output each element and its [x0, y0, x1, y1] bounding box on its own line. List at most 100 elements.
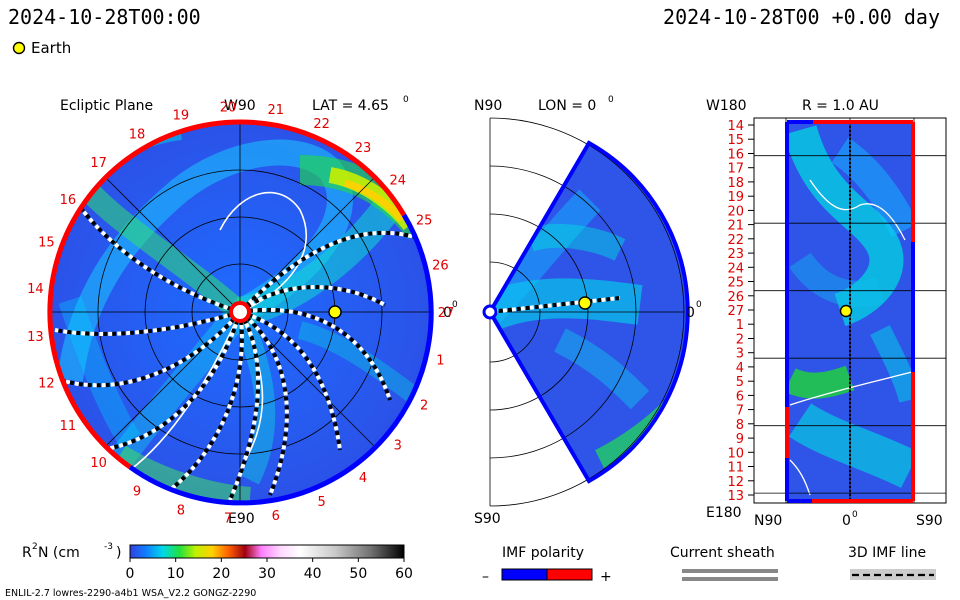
radial-y-label: 17: [727, 162, 744, 177]
hour-label: 11: [60, 419, 77, 434]
imf-polarity-minus: –: [482, 569, 489, 585]
colorbar-tick-label: 50: [349, 566, 367, 582]
radial-title: R = 1.0 AU: [802, 98, 879, 114]
hour-label: 2: [420, 399, 428, 414]
hour-label: 22: [313, 117, 330, 132]
earth-marker-ecliptic: [328, 305, 342, 319]
radial-y-label: 19: [727, 190, 744, 205]
meridional-lon-text: LON = 0: [538, 98, 596, 114]
ecliptic-right-sup: 0: [452, 300, 458, 310]
meridional-bottom-label: S90: [474, 511, 501, 527]
radial-y-label: 26: [727, 290, 744, 305]
ecliptic-panel: Ecliptic Plane W90 LAT = 4.65 0: [27, 95, 458, 527]
meridional-panel: N90 LON = 0 0: [474, 95, 702, 527]
radial-y-label: 20: [727, 204, 744, 219]
radial-bottom-left-label: E180: [706, 505, 742, 521]
colorbar-label-sup2: -3: [104, 542, 113, 552]
colorbar-label-rest: N (cm: [38, 545, 80, 561]
hour-label: 5: [317, 495, 325, 510]
hour-label: 17: [90, 156, 107, 171]
imf-negative-swatch: [501, 568, 548, 581]
hour-label: 12: [38, 377, 55, 392]
meridional-sun-marker: [482, 304, 498, 320]
colorbar-tick-label: 0: [126, 566, 135, 582]
current-sheath-line-2: [682, 577, 778, 581]
header-time-right: 2024-10-28T00 +0.00 day: [663, 5, 940, 29]
radial-y-label: 10: [727, 446, 744, 461]
radial-y-label: 6: [736, 389, 744, 404]
colorbar-tick-label: 20: [212, 566, 230, 582]
footer-model-info: ENLIL-2.7 lowres-2290-a4b1 WSA_V2.2 GONG…: [5, 588, 256, 599]
radial-y-label: 11: [727, 461, 744, 476]
radial-y-label: 23: [727, 247, 744, 262]
radial-y-label: 9: [736, 432, 744, 447]
colorbar-label-sup: 2: [32, 542, 38, 552]
radial-y-label: 7: [736, 404, 744, 419]
hour-label: 6: [272, 509, 280, 524]
imf-polarity-title: IMF polarity: [502, 545, 584, 561]
hour-label: 15: [38, 236, 55, 251]
radial-y-label: 2: [736, 333, 744, 348]
header-time-left: 2024-10-28T00:00: [8, 5, 201, 29]
ecliptic-lat-text: LAT = 4.65: [312, 98, 389, 114]
ecliptic-bottom-label: E90: [228, 511, 255, 527]
radial-top-left-label: W180: [706, 98, 747, 114]
hour-label: 9: [133, 484, 141, 499]
hour-label: 24: [390, 174, 407, 189]
meridional-lon-sup: 0: [608, 95, 614, 105]
meridional-polarity-border: [487, 140, 690, 484]
hour-label: 3: [394, 438, 402, 453]
earth-marker-radial: [839, 304, 853, 318]
imf-polarity-plus: +: [600, 569, 612, 585]
hour-label: 4: [359, 471, 367, 486]
hour-label: 8: [177, 503, 185, 518]
hour-label: 1: [436, 354, 444, 369]
hour-label: 23: [355, 141, 372, 156]
radial-x-label-0-sup: 0: [852, 510, 858, 520]
radial-y-labels: 1415161718192021222324252627123456789101…: [727, 119, 744, 504]
meridional-density-map: [490, 143, 688, 481]
colorbar-label-r: R: [22, 545, 32, 561]
radial-y-label: 1: [736, 318, 744, 333]
hour-label: 10: [90, 456, 107, 471]
hour-label: 27: [438, 306, 455, 321]
colorbar-tick-label: 10: [167, 566, 185, 582]
radial-y-label: 21: [727, 219, 744, 234]
radial-y-label: 4: [736, 361, 744, 376]
colorbar: R 2 N (cm -3 ) 0 10 20 30 40 50 60: [22, 542, 413, 582]
radial-y-label: 3: [736, 347, 744, 362]
hour-label: 19: [173, 109, 190, 124]
hour-label: 13: [27, 330, 44, 345]
ecliptic-title: Ecliptic Plane: [60, 98, 153, 114]
ecliptic-polarity-positive: [239, 119, 407, 217]
imf-polarity-legend: IMF polarity – +: [482, 545, 612, 585]
ecliptic-right-label: 0: [443, 305, 452, 321]
current-sheath-line-1: [682, 569, 778, 573]
radial-y-label: 5: [736, 375, 744, 390]
imf-positive-swatch: [546, 568, 593, 581]
radial-y-label: 8: [736, 418, 744, 433]
current-sheath-title: Current sheath: [670, 545, 775, 561]
radial-y-label: 22: [727, 233, 744, 248]
hour-label: 25: [416, 214, 433, 229]
current-sheath-legend: Current sheath: [670, 545, 778, 581]
hour-label: 20: [220, 100, 237, 115]
radial-x-label-s90: S90: [916, 513, 943, 529]
imf-3d-legend: 3D IMF line: [848, 545, 936, 580]
radial-y-label: 13: [727, 489, 744, 504]
ecliptic-polarity-negative: [128, 213, 434, 506]
meridional-top-label: N90: [474, 98, 502, 114]
meridional-right-label: 0: [686, 305, 695, 321]
hour-label: 14: [27, 282, 44, 297]
earth-marker-meridional: [578, 296, 592, 310]
radial-y-label: 15: [727, 133, 744, 148]
colorbar-label-end: ): [116, 545, 121, 561]
radial-y-label: 18: [727, 176, 744, 191]
radial-y-label: 12: [727, 475, 744, 490]
colorbar-tick-label: 40: [304, 566, 322, 582]
radial-y-label: 16: [727, 148, 744, 163]
ecliptic-top-label: W90: [224, 98, 256, 114]
hour-label: 26: [432, 259, 449, 274]
